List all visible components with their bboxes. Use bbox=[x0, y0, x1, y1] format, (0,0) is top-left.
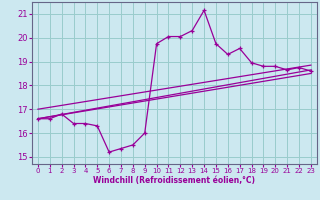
X-axis label: Windchill (Refroidissement éolien,°C): Windchill (Refroidissement éolien,°C) bbox=[93, 176, 255, 185]
